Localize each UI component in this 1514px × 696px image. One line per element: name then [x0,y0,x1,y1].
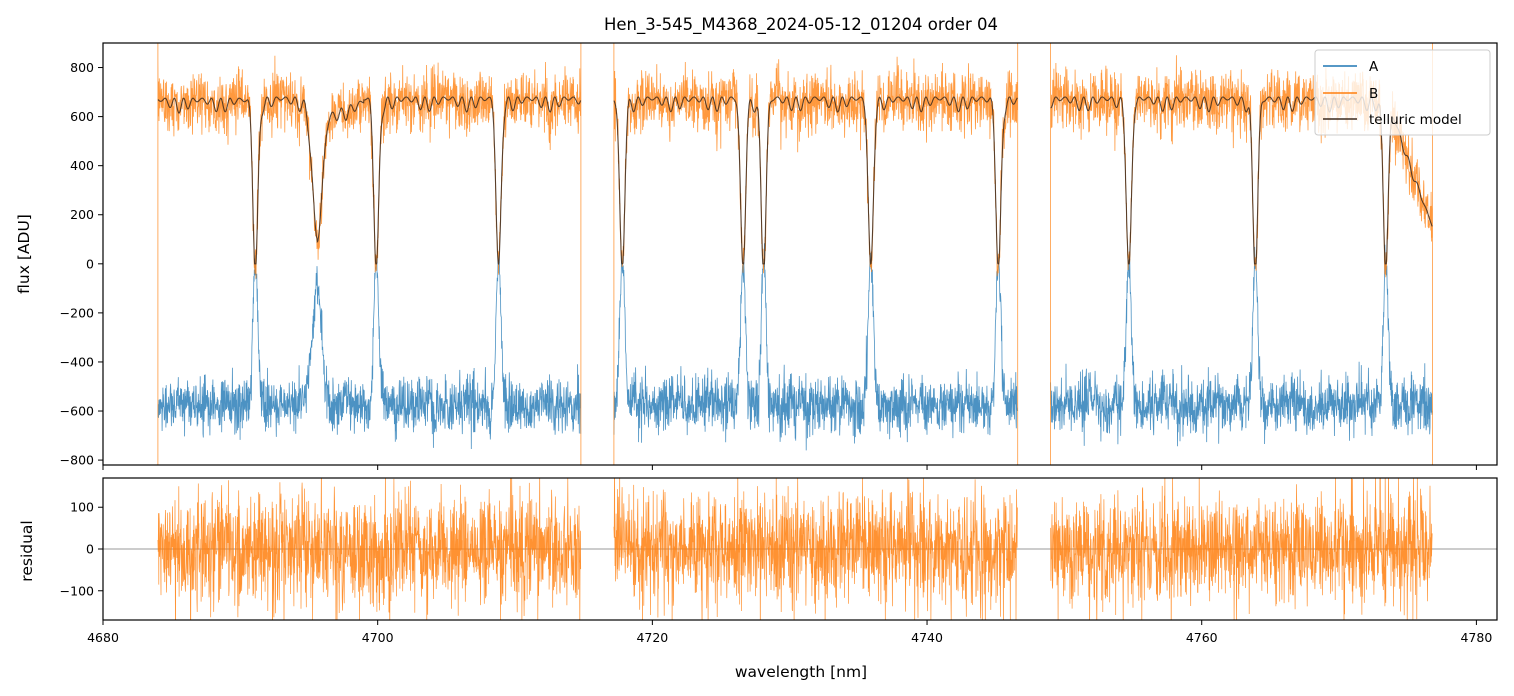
residual-panel: −100 0 100 4680 4700 4720 4740 4760 4780 residu… [18,477,1498,681]
main-y-tick-label: −200 [60,305,94,320]
main-flux-panel: −800 −600 −400 −200 0 200 400 600 800 flux [ADU]… [15,42,1498,470]
series-b-line [157,43,1433,465]
residual-x-axis: 4680 4700 4720 4740 4760 4780 [87,620,1492,645]
main-y-tick-label: 600 [70,109,94,124]
legend-label-b: B [1369,86,1378,102]
main-y-axis: −800 −600 −400 −200 0 200 400 600 800 [60,60,103,468]
residual-y-axis-title: residual [18,520,36,581]
residual-y-axis: −100 0 100 [60,500,103,598]
legend-label-a: A [1369,59,1379,75]
main-axes-frame [102,42,1498,466]
main-y-axis-title: flux [ADU] [15,214,33,294]
residual-x-axis-title: wavelength [nm] [735,663,867,681]
main-y-tick-label: 200 [70,207,94,222]
main-y-tick-label: 400 [70,158,94,173]
main-y-tick-label: −600 [60,404,94,419]
residual-y-tick-label: −100 [60,583,94,598]
main-plot-area [157,43,1433,465]
residual-plot-area [103,478,1497,620]
main-y-tick-label: −400 [60,354,94,369]
legend-frame [1314,49,1491,136]
main-x-axis [102,465,1477,470]
residual-x-tick-label: 4740 [911,630,943,645]
residual-y-tick-label: 0 [86,542,94,557]
chart-title: Hen_3-545_M4368_2024-05-12_01204 order 0… [604,15,998,35]
legend-label-telluric-model: telluric model [1369,112,1462,128]
series-a-line [157,243,1433,451]
legend: A B telluric model [1314,49,1491,136]
residual-b-line [157,478,1433,620]
main-y-tick-label: 0 [86,256,94,271]
main-y-tick-label: 800 [70,60,94,75]
residual-x-tick-label: 4760 [1186,630,1218,645]
residual-x-tick-label: 4720 [636,630,668,645]
residual-x-tick-label: 4680 [87,630,119,645]
residual-x-tick-label: 4700 [362,630,394,645]
residual-y-tick-label: 100 [70,500,94,515]
main-y-tick-label: −800 [60,453,94,468]
residual-x-tick-label: 4780 [1460,630,1492,645]
